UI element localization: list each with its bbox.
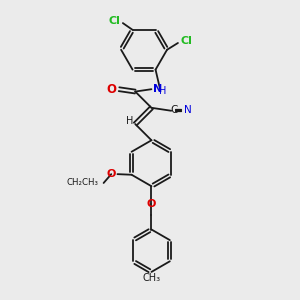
Text: C: C [171, 105, 178, 115]
Text: H: H [126, 116, 134, 126]
Text: H: H [159, 86, 166, 96]
Text: O: O [147, 199, 156, 208]
Text: Cl: Cl [180, 36, 192, 46]
Text: Cl: Cl [109, 16, 121, 26]
Text: CH₃: CH₃ [142, 273, 160, 284]
Text: O: O [106, 169, 116, 179]
Text: N: N [153, 84, 162, 94]
Text: O: O [106, 83, 116, 96]
Text: CH₂CH₃: CH₂CH₃ [67, 178, 99, 188]
Text: N: N [184, 105, 192, 115]
